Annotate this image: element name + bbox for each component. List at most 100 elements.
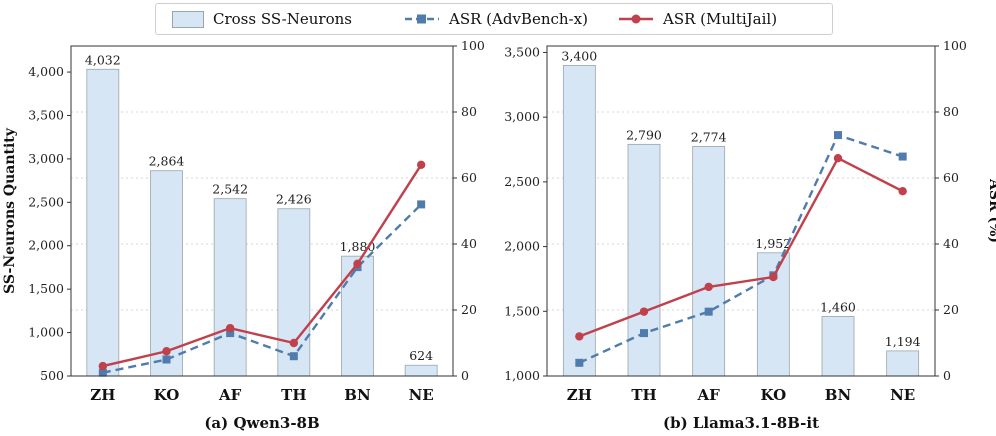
series-line-advbench <box>102 203 423 374</box>
series-line-multijail <box>102 164 423 368</box>
advbench-point-ne <box>898 152 907 161</box>
bar-zh <box>562 65 596 377</box>
series-line-multijail <box>578 156 904 338</box>
bar-th <box>277 208 311 377</box>
advbench-point-af <box>226 329 235 338</box>
category-label: TH <box>281 386 306 404</box>
multijail-point-ne <box>898 187 907 196</box>
advbench-point-zh <box>98 368 107 377</box>
advbench-point-ko <box>162 355 171 364</box>
right-tick-label: 0 <box>461 368 469 383</box>
bar-value-label: 1,952 <box>755 236 791 251</box>
multijail-point-ne <box>416 160 426 169</box>
multijail-point-bn <box>353 259 362 268</box>
multijail-point-zh <box>98 361 108 371</box>
category-label: NE <box>890 386 915 404</box>
bar-swatch-icon <box>172 10 204 28</box>
multijail-point-ko <box>162 347 171 356</box>
bar-value-label: 2,864 <box>149 154 185 169</box>
bar-bn <box>821 316 855 377</box>
advbench-point-af <box>704 307 713 316</box>
series-line-advbench <box>578 133 904 364</box>
bar-af <box>213 198 247 377</box>
bar-value-label: 1,880 <box>340 239 376 254</box>
bar-value-label: 2,542 <box>212 182 248 197</box>
bar-ne <box>404 364 438 377</box>
y2-axis-label: ASR (%) <box>986 178 996 243</box>
y-axis-label: SS-Neurons Quantity <box>2 127 18 294</box>
panel-caption: (b) Llama3.1-8B-it <box>663 414 819 432</box>
bar-th <box>627 143 661 377</box>
bar-ne <box>886 350 920 377</box>
bar-value-label: 624 <box>409 348 433 363</box>
right-tick-label: 60 <box>461 170 477 185</box>
right-tick-label: 0 <box>943 368 951 383</box>
category-label: ZH <box>90 386 115 404</box>
right-tick-label: 60 <box>943 170 959 185</box>
multijail-point-th <box>289 338 299 348</box>
multijail-point-th <box>639 307 649 316</box>
left-tick-label: 2,500 <box>28 194 64 209</box>
category-label: BN <box>825 386 852 404</box>
advbench-point-th <box>289 352 298 361</box>
left-tick-label: 1,500 <box>28 281 64 296</box>
bar-value-label: 3,400 <box>561 48 597 63</box>
left-tick-label: 4,000 <box>28 64 64 79</box>
left-tick-label: 1,500 <box>504 303 540 318</box>
dashed-square-line-icon <box>405 14 439 24</box>
right-tick-label: 100 <box>461 38 485 53</box>
left-tick-label: 3,500 <box>28 107 64 122</box>
right-tick-label: 40 <box>943 236 959 251</box>
left-tick-label: 500 <box>40 368 64 383</box>
legend-item-adv: ASR (AdvBench-x) <box>404 4 588 34</box>
legend-item-bars: Cross SS-Neurons <box>172 4 352 34</box>
left-tick-label: 1,000 <box>28 325 64 340</box>
left-tick-label: 3,000 <box>28 151 64 166</box>
right-tick-label: 100 <box>943 38 967 53</box>
left-tick-label: 3,500 <box>504 44 540 59</box>
bar-value-label: 4,032 <box>85 52 121 67</box>
right-tick-label: 20 <box>461 302 477 317</box>
advbench-point-ne <box>417 200 426 209</box>
category-label: AF <box>218 386 242 404</box>
panel-llama3-1-8b-it: 3,400 2,790 2,774 1,952 1,460 1,194 1,000 1,500… <box>504 38 996 432</box>
category-label: KO <box>154 386 180 404</box>
bar-af <box>692 146 726 377</box>
multijail-point-ko <box>769 272 778 282</box>
bar-value-label: 2,426 <box>276 192 312 207</box>
legend-bars-label: Cross SS-Neurons <box>213 10 352 28</box>
advbench-point-bn <box>834 131 842 140</box>
right-tick-label: 80 <box>943 104 959 119</box>
multijail-point-af <box>225 323 235 333</box>
legend-item-mj: ASR (MultiJail) <box>618 4 777 34</box>
bar-value-label: 2,790 <box>626 127 662 142</box>
legend-adv-label: ASR (AdvBench-x) <box>449 10 588 28</box>
category-label: KO <box>760 386 786 404</box>
right-tick-label: 20 <box>943 302 959 317</box>
multijail-point-bn <box>833 154 843 163</box>
left-tick-label: 2,000 <box>28 238 64 253</box>
circle-line-icon <box>619 14 653 24</box>
category-label: ZH <box>567 386 592 404</box>
panel-qwen3-8b: 4,032 2,864 2,542 2,426 1,880 624 500 1,000 1,50… <box>2 38 485 432</box>
left-tick-label: 2,500 <box>504 174 540 189</box>
multijail-point-af <box>704 282 713 292</box>
bar-value-label: 1,194 <box>885 334 921 349</box>
left-tick-label: 3,000 <box>504 109 540 124</box>
right-tick-label: 40 <box>461 236 477 251</box>
bar-ko <box>756 252 790 377</box>
plot-frame <box>546 45 936 377</box>
legend-mj-label: ASR (MultiJail) <box>663 10 778 28</box>
bar-value-label: 2,774 <box>691 129 727 144</box>
panel-caption: (a) Qwen3-8B <box>204 414 319 432</box>
bar-bn <box>341 255 374 377</box>
category-label: BN <box>344 386 371 404</box>
category-label: AF <box>697 386 721 404</box>
plot-frame <box>70 45 454 377</box>
category-label: TH <box>631 386 656 404</box>
legend: Cross SS-Neurons ASR (AdvBench-x) ASR (M… <box>155 3 833 35</box>
bar-zh <box>86 68 120 377</box>
left-tick-label: 2,000 <box>504 239 540 254</box>
advbench-point-zh <box>575 358 584 367</box>
multijail-point-zh <box>575 332 584 341</box>
